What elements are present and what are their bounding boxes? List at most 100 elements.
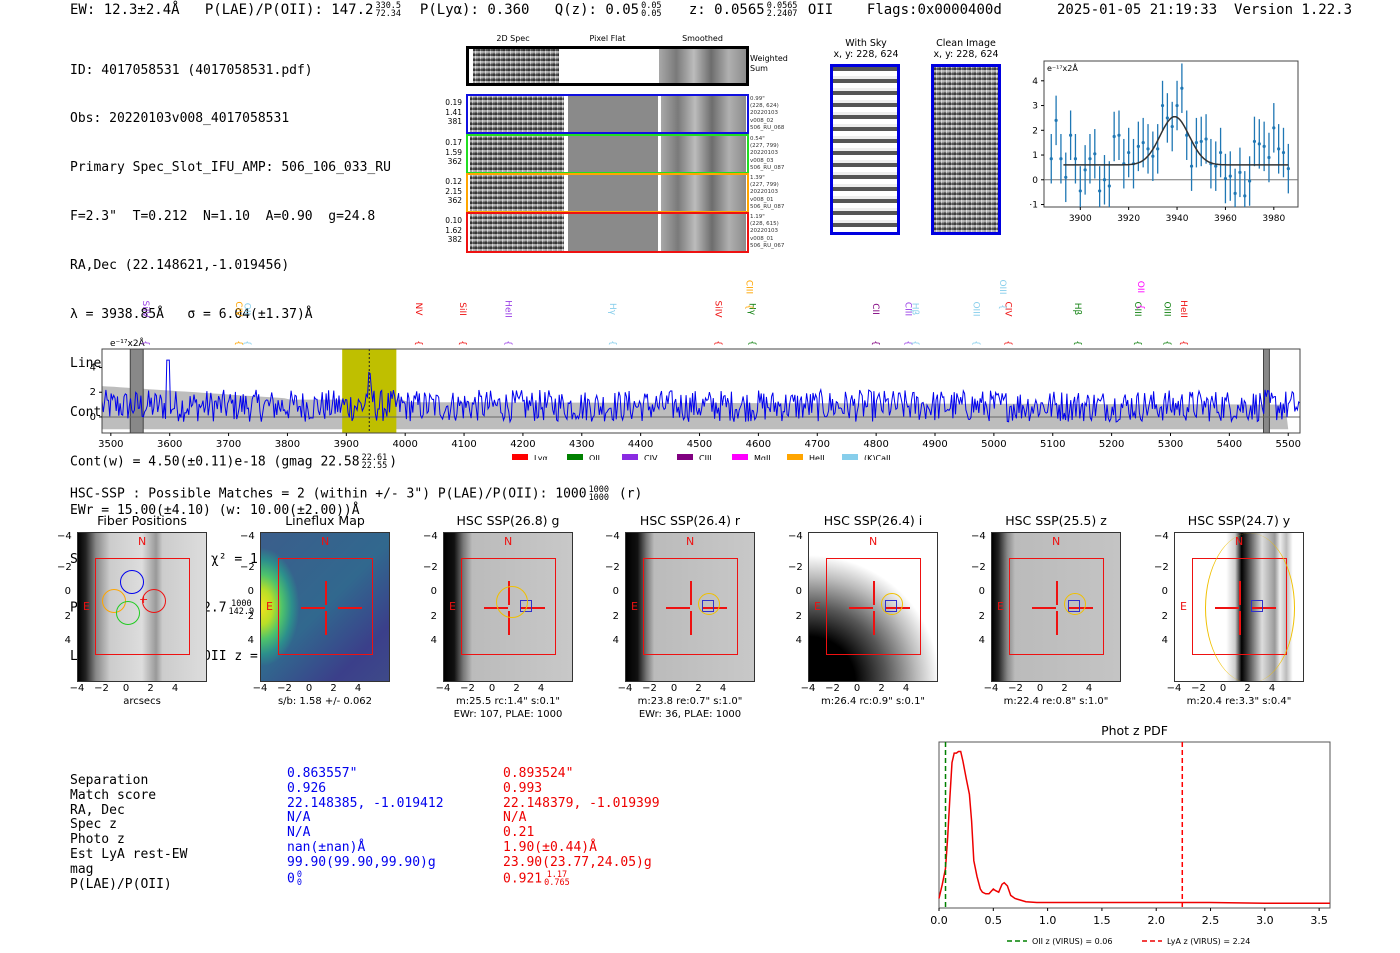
y-tick-label: −4 xyxy=(605,531,620,542)
legend-label: OII xyxy=(589,454,600,460)
strip-right-value: 20220103 xyxy=(750,150,778,157)
y-tick-label: 4 xyxy=(1161,635,1168,646)
match-value: 0 xyxy=(287,871,295,887)
x-tick-label: 5000 xyxy=(981,439,1006,450)
x-tick-label: 2 xyxy=(695,683,702,694)
info-id: ID: 4017058531 (4017058531.pdf) xyxy=(70,62,313,78)
strip-left-values: 0.10 1.62 382 xyxy=(440,216,462,245)
y-tick-label: 2 xyxy=(430,610,437,622)
qz-hi: 0.05 xyxy=(641,1,662,11)
x-tick-label: 2 xyxy=(878,683,885,694)
x-tick-label: 0 xyxy=(1036,683,1044,694)
spectrum-strip xyxy=(466,94,749,134)
x-tick-label: 2 xyxy=(513,683,520,694)
aperture-box xyxy=(95,558,190,655)
x-tick-label: −4 xyxy=(617,683,633,694)
plya-value: P(Lyα): 0.360 xyxy=(419,2,530,18)
plae-lo: 0.765 xyxy=(544,877,570,888)
match-value: 0.926 xyxy=(287,780,327,796)
unit-label: e⁻¹⁷x2Å xyxy=(110,337,146,349)
thumb-caption: m:25.5 rc:1.4" s:0.1" xyxy=(455,696,561,707)
line-label: OII xyxy=(1135,281,1145,293)
match-label: RA, Dec xyxy=(70,802,125,818)
match-label: Est LyA rest-EW xyxy=(70,846,188,862)
data-point xyxy=(1049,157,1053,161)
data-point xyxy=(1064,175,1068,179)
thumb-caption: m:23.8 re:0.7" s:1.0" xyxy=(637,696,743,707)
x-tick-label: 4800 xyxy=(863,439,888,450)
error-envelope xyxy=(102,386,1289,430)
data-point xyxy=(1102,178,1107,182)
x-tick-label: 4 xyxy=(902,683,910,694)
strip-left-value: 362 xyxy=(447,196,462,205)
x-tick-label: 2 xyxy=(1244,683,1251,694)
hsc-summary: HSC-SSP : Possible Matches = 2 (within +… xyxy=(70,485,642,503)
cutout-coords: x, y: 228, 624 xyxy=(933,49,999,60)
qz-lo: 0.05 xyxy=(641,9,662,19)
thumb-caption: m:26.4 rc:0.9" s:0.1" xyxy=(820,696,926,707)
x-tick-label: 3500 xyxy=(98,439,123,450)
x-tick-label: 4200 xyxy=(510,439,535,450)
compass-north: N xyxy=(869,535,878,548)
line-label: OIII xyxy=(970,301,980,316)
match-value-red: 22.148379, -1.019399 xyxy=(503,796,660,812)
line-label: SiIV xyxy=(140,300,150,318)
aperture-ellipse xyxy=(1205,533,1295,681)
strip-gap xyxy=(658,214,661,251)
compass-east: E xyxy=(449,600,456,613)
col-title-pixel-flat: Pixel Flat xyxy=(589,34,626,43)
line-label: Hβ xyxy=(1072,303,1082,316)
data-point xyxy=(1267,155,1271,160)
strip-left-value: 0.12 xyxy=(445,177,462,186)
match-value-red: 1.90(±0.44)Å xyxy=(503,840,660,856)
match-value: N/A xyxy=(503,810,527,826)
strip-right-value: 506_RU_067 xyxy=(750,242,785,249)
strip-left-value: 1.41 xyxy=(445,107,462,117)
flux-line xyxy=(101,359,1301,424)
plae-hi: 0 xyxy=(296,869,302,880)
data-point xyxy=(1141,141,1145,145)
data-point xyxy=(1180,86,1184,90)
strip-right-value: 506_RU_087 xyxy=(750,164,785,171)
y-tick-label: −2 xyxy=(971,561,986,573)
compass-east: E xyxy=(631,600,638,613)
line-bracket: { xyxy=(241,340,251,346)
data-point xyxy=(1078,189,1082,193)
line-bracket: { xyxy=(903,340,913,346)
x-tick-label: 3920 xyxy=(1117,214,1140,224)
x-tick-label: 2 xyxy=(1061,683,1068,694)
weighted-sum-strip xyxy=(466,46,749,86)
match-value-red: 0.993 xyxy=(503,781,660,797)
strip-gap xyxy=(658,96,661,132)
strip-2dspec xyxy=(470,136,564,172)
line-bracket: { xyxy=(910,340,920,346)
match-label: mag xyxy=(70,861,94,877)
match-value-red: N/A xyxy=(503,810,660,826)
legend-label: (K)CaII xyxy=(864,454,891,460)
hsc-plae-hi: 1000 xyxy=(588,485,610,495)
cutout-coords: x, y: 228, 624 xyxy=(833,49,899,60)
strip-right-info: 1.19" (228, 615) 20220103 v008_01 506_RU_067 xyxy=(750,214,800,250)
data-point xyxy=(1262,144,1266,148)
match-value: 0.921 xyxy=(503,871,543,887)
x-tick-label: 4 xyxy=(719,683,727,694)
data-point xyxy=(1214,164,1218,168)
line-label: HeII xyxy=(1178,300,1188,318)
match-label: Separation xyxy=(70,773,149,788)
thumb-caption: s/b: 1.58 +/- 0.062 xyxy=(277,696,373,707)
x-tick-label: 2 xyxy=(330,683,337,694)
x-tick-label: −2 xyxy=(277,683,292,694)
aperture-box xyxy=(1009,558,1104,655)
x-tick-label: 4 xyxy=(1268,683,1276,694)
plae-lo: 72.34 xyxy=(375,9,402,19)
legend-swatch xyxy=(512,454,528,460)
compass-east: E xyxy=(1180,600,1187,613)
compass-north: N xyxy=(686,535,695,548)
strip-gap xyxy=(564,175,568,211)
line-bracket: { xyxy=(233,340,243,346)
strip-pixel-flat xyxy=(568,214,658,251)
strip-right-value: 20220103 xyxy=(750,228,778,235)
line-label: OII xyxy=(241,303,251,315)
plae-lo: 0 xyxy=(296,877,302,888)
